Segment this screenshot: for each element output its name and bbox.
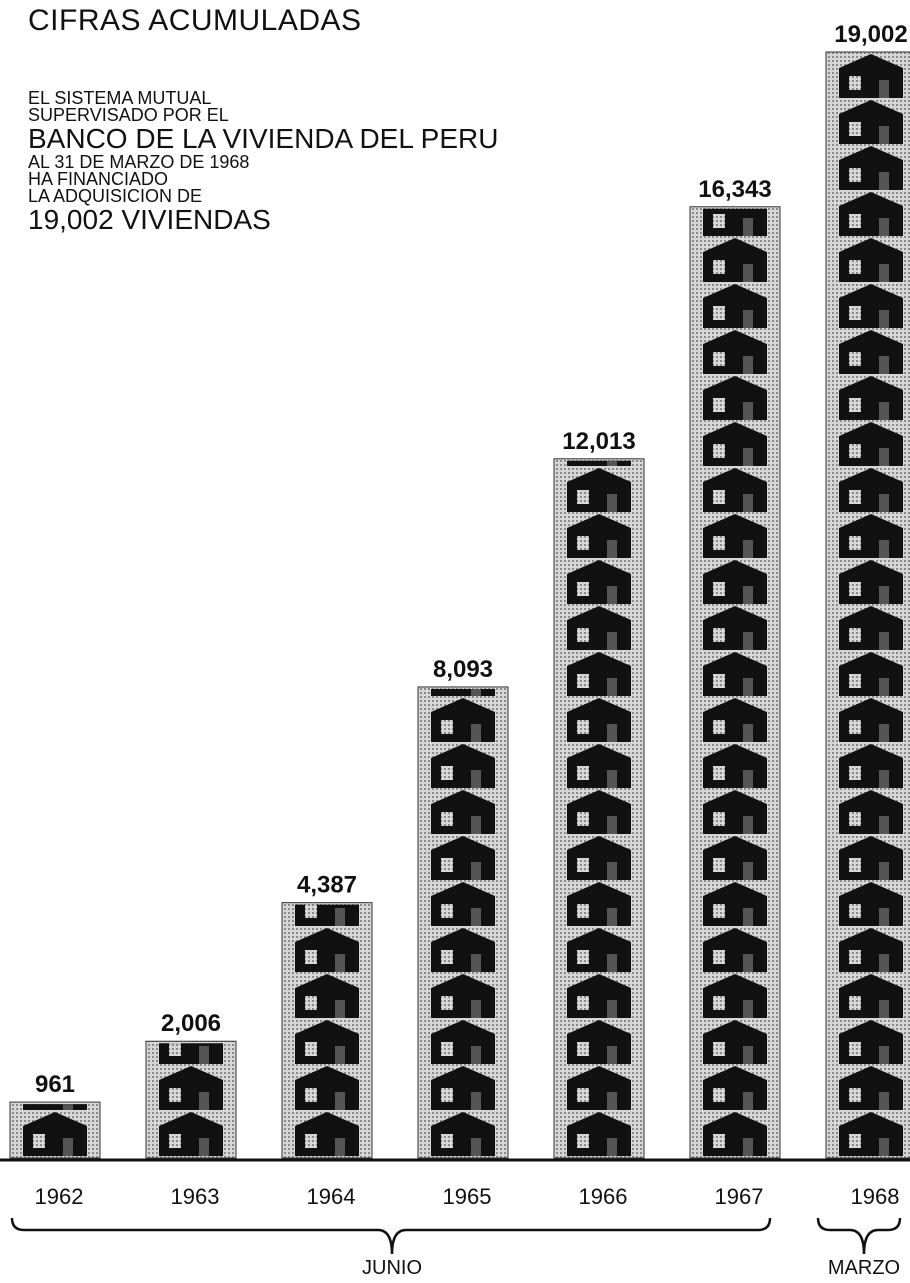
x-tick-label: 1964 [307,1184,356,1209]
bar [689,206,781,1159]
bar-value-label: 8,093 [433,656,493,683]
bar-value-label: 4,387 [297,872,357,899]
x-tick-label: 1962 [35,1184,84,1209]
bar [553,458,645,1159]
description-line: EL SISTEMA MUTUAL [28,88,212,108]
description-line-bank: BANCO DE LA VIVIENDA DEL PERU [28,123,499,154]
bar-rect [825,51,910,1159]
house-icon-stack [295,904,359,1156]
bar [281,902,373,1159]
bar [417,686,509,1159]
house-icon-stack [23,1104,87,1156]
description-line-total: 19,002 VIVIENDAS [28,204,271,235]
description-line: SUPERVISADO POR EL [28,105,229,125]
house-icon-stack [159,1043,223,1156]
house-icon-stack [567,460,631,1156]
x-tick-label: 1967 [715,1184,764,1209]
description-line: HA FINANCIADO [28,169,169,189]
description-line: LA ADQUISICION DE [28,186,203,206]
bar-value-label: 16,343 [698,176,771,203]
bar [825,51,910,1159]
group-brace [10,1217,772,1255]
group-label: MARZO [828,1257,900,1279]
chart-title: CIFRAS ACUMULADAS [28,4,362,37]
x-tick-label: 1965 [443,1184,492,1209]
bar-value-label: 961 [35,1071,75,1098]
x-tick-label: 1968 [851,1184,900,1209]
bar [145,1040,237,1159]
house-icon-stack [839,54,903,1156]
x-tick-label: 1966 [579,1184,628,1209]
bar-value-label: 12,013 [562,428,635,455]
house-icon-stack [703,208,767,1156]
x-tick-label: 1963 [171,1184,220,1209]
description-block: EL SISTEMA MUTUAL SUPERVISADO POR EL BAN… [28,88,499,235]
bar [9,1101,101,1159]
house-icon-stack [431,688,495,1156]
group-label: JUNIO [362,1257,422,1279]
description-line: AL 31 DE MARZO DE 1968 [28,152,250,172]
bar-value-label: 19,002 [834,21,907,48]
group-brace [816,1217,902,1255]
bar-value-label: 2,006 [161,1010,221,1037]
